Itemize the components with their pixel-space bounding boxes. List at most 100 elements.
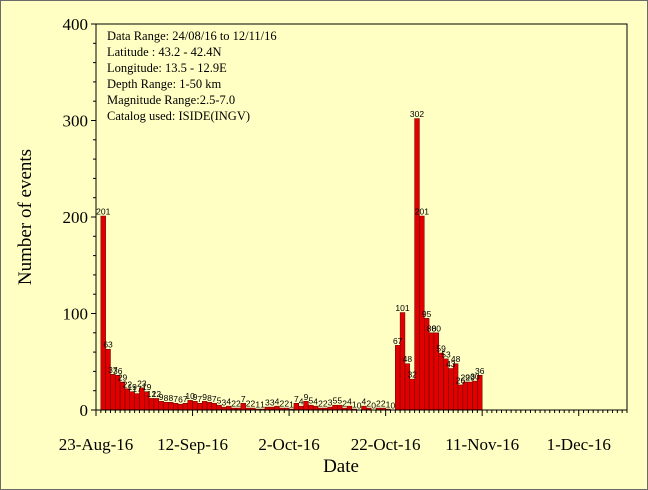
info-latitude: Latitude : 43.2 - 42.4N	[107, 45, 222, 59]
bar-value-label: 101	[395, 303, 409, 313]
bar-value-label: 5	[217, 396, 222, 406]
bar-value-label: 2	[279, 399, 284, 409]
bar	[163, 402, 169, 411]
bar-value-label: 0	[357, 401, 362, 411]
bar-value-label: 7	[173, 394, 178, 404]
bar-value-label: 19	[142, 382, 152, 392]
bar-value-label: 2	[323, 399, 328, 409]
bar	[332, 404, 338, 411]
x-axis-label: Date	[323, 456, 359, 477]
bar-value-label: 2	[246, 399, 251, 409]
bar	[457, 384, 464, 411]
bar	[298, 405, 304, 411]
x-tick-label: 11-Nov-16	[445, 435, 519, 454]
bar-value-label: 1	[352, 400, 357, 410]
bar-value-label: 48	[451, 354, 461, 364]
bar-value-label: 3	[222, 398, 227, 408]
bar-value-label: 80	[432, 323, 442, 333]
bar-value-label: 4	[347, 397, 352, 407]
bar-value-label: 2	[318, 399, 323, 409]
bar-value-label: 26	[456, 375, 466, 385]
bar-value-label: 4	[313, 397, 318, 407]
bar-value-label: 3	[265, 398, 270, 408]
info-catalog: Catalog used: ISIDE(INGV)	[107, 109, 251, 123]
bar-value-label: 43	[446, 359, 456, 369]
bar-value-label: 37	[108, 365, 118, 375]
bar-value-label: 4	[275, 397, 280, 407]
y-tick-label: 200	[63, 208, 89, 227]
bar-value-label: 8	[168, 393, 173, 403]
bar	[197, 403, 203, 411]
bar-value-label: 59	[436, 344, 446, 354]
bar-value-label: 5	[337, 396, 342, 406]
bar	[100, 215, 106, 411]
bar-value-label: 29	[118, 373, 128, 383]
x-tick-label: 22-Oct-16	[351, 435, 421, 454]
bar	[467, 381, 473, 411]
bar-value-label: 17	[132, 384, 142, 394]
x-tick-label: 2-Oct-16	[258, 435, 319, 454]
bar-value-label: 2	[231, 399, 236, 409]
info-data-range: Data Range: 24/08/16 to 12/11/16	[107, 29, 277, 43]
bar	[428, 332, 435, 411]
bar-value-label: 12	[152, 389, 162, 399]
bar-value-label: 3	[328, 398, 333, 408]
bar-value-label: 8	[164, 393, 169, 403]
bar-value-label: 2	[376, 399, 381, 409]
bar-value-label: 0	[371, 401, 376, 411]
bar-value-label: 4	[226, 397, 231, 407]
bar-value-label: 1	[289, 400, 294, 410]
bar-value-label: 1	[255, 400, 260, 410]
bar-value-label: 0	[391, 401, 396, 411]
bar-value-label: 32	[407, 370, 417, 380]
bar-value-label: 23	[137, 378, 147, 388]
bar-value-label: 12	[147, 389, 157, 399]
x-axis: 23-Aug-16 12-Sep-16 2-Oct-16 22-Oct-16 11-No…	[59, 410, 628, 454]
bar-value-label: 302	[410, 109, 424, 119]
bar-value-label: 53	[441, 349, 451, 359]
bar	[472, 380, 478, 411]
bar-value-label: 201	[415, 207, 429, 217]
bar-value-label: 9	[159, 392, 164, 402]
bar	[129, 391, 135, 411]
bar-value-label: 7	[183, 394, 188, 404]
bar	[462, 381, 468, 411]
bar	[438, 352, 444, 411]
bar-value-label: 3	[270, 398, 275, 408]
y-tick-label: 300	[63, 112, 89, 131]
bar-value-label: 80	[427, 323, 437, 333]
bar-value-label: 2	[381, 399, 386, 409]
bar-value-label: 201	[96, 207, 110, 217]
y-tick-label: 100	[63, 305, 89, 324]
bar-value-label: 10	[185, 391, 195, 401]
bar-value-label: 30	[470, 372, 480, 382]
bar	[414, 118, 420, 411]
y-axis: 0 100 200 300 400	[63, 15, 96, 420]
x-tick-label: 12-Sep-16	[157, 435, 228, 454]
bar	[177, 403, 184, 411]
bar-value-label: 29	[461, 373, 471, 383]
bar-value-label: 5	[333, 396, 338, 406]
bar-value-label: 4	[362, 397, 367, 407]
bar-value-label: 19	[127, 382, 137, 392]
info-magnitude-range: Magnitude Range:2.5-7.0	[107, 93, 236, 107]
bar-value-label: 1	[260, 400, 265, 410]
info-depth-range: Depth Range: 1-50 km	[107, 77, 222, 91]
bar	[452, 363, 459, 411]
bar-value-label: 95	[422, 309, 432, 319]
bar-value-label: 48	[403, 354, 413, 364]
bar-value-label: 1	[386, 400, 391, 410]
y-axis-label: Number of events	[15, 149, 36, 285]
bar-value-label: 2	[342, 399, 347, 409]
bar-value-label: 2	[366, 399, 371, 409]
bar-value-label: 7	[294, 394, 299, 404]
bar-value-label: 36	[113, 366, 123, 376]
bar-value-label: 2	[284, 399, 289, 409]
bar	[105, 348, 111, 411]
bar-value-label: 67	[393, 336, 403, 346]
bar-value-label: 8	[207, 393, 212, 403]
bar-value-label: 7	[212, 394, 217, 404]
